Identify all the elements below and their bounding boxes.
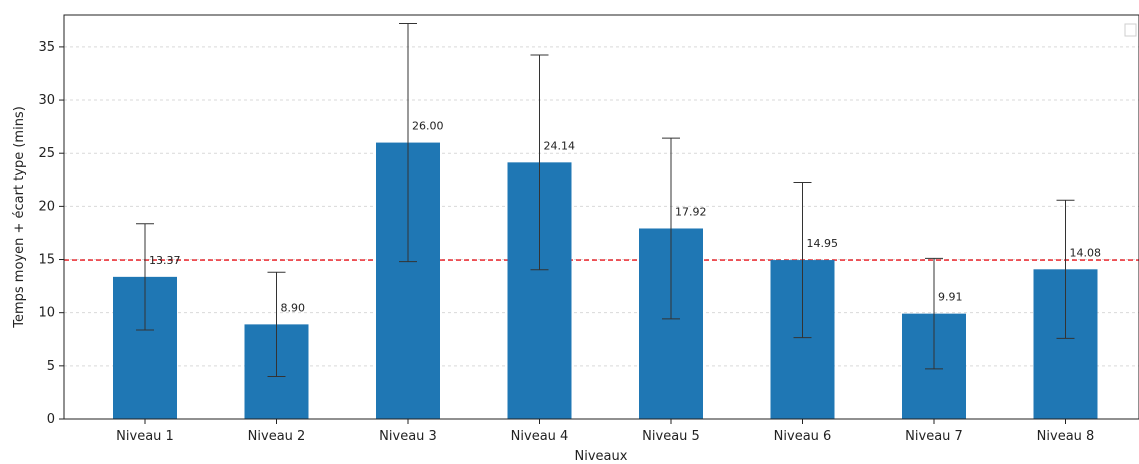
y-tick-label: 10 (38, 306, 55, 321)
x-ticks-group: Niveau 1 Niveau 2 Niveau 3 Niveau 4 Niveau 5… (116, 419, 1094, 444)
data-label: 14.08 (1070, 246, 1102, 259)
x-tick-label: Niveau 2 (248, 429, 306, 444)
y-tick-label: 35 (38, 40, 55, 55)
y-tick-label: 5 (47, 359, 55, 374)
x-tick-label: Niveau 8 (1037, 429, 1095, 444)
legend-box (1124, 23, 1137, 37)
y-tick-label: 30 (38, 93, 55, 108)
data-label: 14.95 (807, 237, 839, 250)
x-tick-label: Niveau 3 (379, 429, 437, 444)
x-tick-label: Niveau 1 (116, 429, 174, 444)
data-label: 24.14 (544, 139, 576, 152)
data-label: 17.92 (675, 205, 707, 218)
bars-group (113, 142, 1098, 419)
y-tick-label: 0 (47, 412, 55, 427)
y-tick-label: 20 (38, 199, 55, 214)
y-tick-label: 25 (38, 146, 55, 161)
x-axis-title: Niveaux (575, 449, 628, 464)
plot-frame (63, 14, 1139, 420)
data-label: 13.37 (149, 254, 181, 267)
y-axis-title: Temps moyen + écart type (mins) (12, 106, 27, 329)
data-label: 9.91 (938, 291, 963, 304)
error-bars-group (136, 23, 1075, 377)
x-tick-label: Niveau 5 (642, 429, 700, 444)
y-ticks-group: 0 5 10 15 20 25 30 35 (38, 40, 64, 427)
data-label: 26.00 (412, 120, 444, 133)
data-labels-group: 13.37 8.90 26.00 24.14 17.92 14.95 9.91 14.08 (149, 120, 1101, 315)
y-tick-label: 15 (38, 253, 55, 268)
x-tick-label: Niveau 7 (905, 429, 963, 444)
x-tick-label: Niveau 6 (774, 429, 832, 444)
data-label: 8.90 (281, 301, 306, 314)
x-tick-label: Niveau 4 (511, 429, 569, 444)
gridlines (64, 46, 1139, 367)
